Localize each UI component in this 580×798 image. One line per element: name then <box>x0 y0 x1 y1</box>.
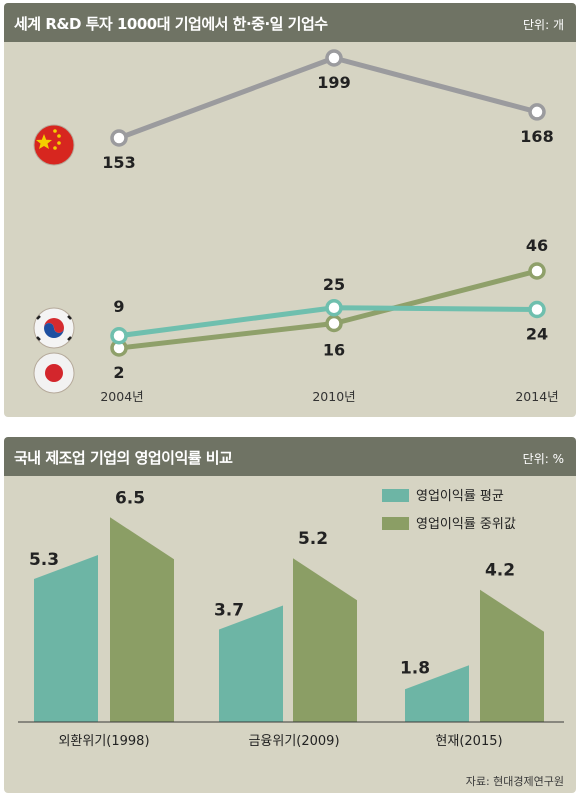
panel-header: 세계 R&D 투자 1000대 기업에서 한·중·일 기업수 단위: 개 <box>4 3 576 42</box>
legend-swatch-median <box>382 517 409 530</box>
rd-company-count-panel: 세계 R&D 투자 1000대 기업에서 한·중·일 기업수 단위: 개 153… <box>4 3 576 417</box>
korea-value-label: 25 <box>323 275 345 294</box>
average-value-label: 5.3 <box>29 550 59 570</box>
line-chart: 153 199 168 9 25 24 2 16 46 2004년 2010년 2014년 <box>33 49 559 404</box>
japan-point <box>325 314 343 333</box>
operating-margin-panel: 국내 제조업 기업의 영업이익률 비교 단위: % 5.3 6.5 외환위기(199… <box>4 437 576 793</box>
korea-value-label: 24 <box>526 325 548 344</box>
korea-point <box>325 299 343 317</box>
china-point <box>325 49 343 67</box>
panel-header: 국내 제조업 기업의 영업이익률 비교 단위: % <box>4 437 576 476</box>
category-label: 금융위기(2009) <box>248 734 339 749</box>
japan-value-label: 2 <box>113 363 124 382</box>
bar-median <box>480 589 544 722</box>
chart-title: 국내 제조업 기업의 영업이익률 비교 <box>14 449 233 467</box>
korea-point <box>528 300 546 319</box>
japan-value-label: 16 <box>323 341 345 360</box>
category-label: 외환위기(1998) <box>58 734 149 749</box>
china-value-label: 199 <box>317 73 350 92</box>
china-value-label: 153 <box>102 153 135 172</box>
korea-value-label: 9 <box>113 297 124 316</box>
legend-label-average: 영업이익률 평균 <box>416 489 504 504</box>
unit-label: 단위: 개 <box>523 18 564 32</box>
bar-chart: 5.3 6.5 외환위기(1998) 3.7 5.2 금융위기(2009) 1.8 4.2 현재… <box>18 488 564 749</box>
japan-flag-icon <box>33 352 75 394</box>
bar-average <box>219 605 283 722</box>
legend-swatch-average <box>382 489 409 502</box>
korea-flag-icon <box>33 307 75 349</box>
average-value-label: 3.7 <box>214 600 244 620</box>
china-flag-icon <box>33 124 75 166</box>
china-value-label: 168 <box>520 127 553 146</box>
x-tick-label: 2014년 <box>515 389 558 404</box>
x-tick-label: 2004년 <box>100 389 143 404</box>
bar-average <box>34 555 98 722</box>
korea-point <box>110 327 128 345</box>
median-value-label: 5.2 <box>298 529 328 549</box>
category-label: 현재(2015) <box>435 734 502 749</box>
source-note: 자료: 현대경제연구원 <box>465 775 564 788</box>
chart-title: 세계 R&D 투자 1000대 기업에서 한·중·일 기업수 <box>14 15 328 33</box>
bar-median <box>110 517 174 722</box>
unit-label: 단위: % <box>522 452 564 466</box>
japan-value-label: 46 <box>526 236 548 255</box>
average-value-label: 1.8 <box>400 658 430 678</box>
japan-point <box>528 262 546 280</box>
median-value-label: 6.5 <box>115 488 145 508</box>
china-point <box>110 129 128 147</box>
bar-average <box>405 665 469 722</box>
bar-median <box>293 558 357 722</box>
china-point <box>528 103 546 121</box>
x-tick-label: 2010년 <box>312 389 355 404</box>
median-value-label: 4.2 <box>485 561 515 581</box>
legend-label-median: 영업이익률 중위값 <box>416 517 516 532</box>
china-series-line <box>118 55 538 141</box>
